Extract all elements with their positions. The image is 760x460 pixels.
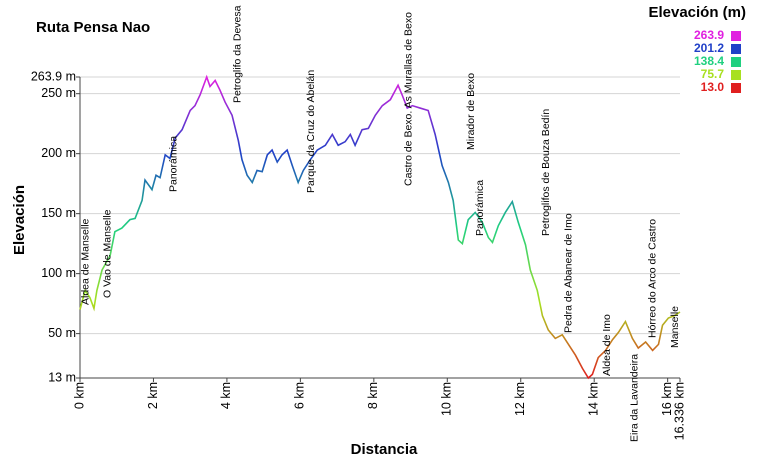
y-tick-label: 150 m xyxy=(41,206,76,220)
y-tick-label: 13 m xyxy=(48,370,76,384)
x-tick-label: 0 km xyxy=(72,382,86,409)
waypoint-label: Manselle xyxy=(669,306,681,348)
x-tick-label: 2 km xyxy=(146,382,160,409)
y-tick-label: 50 m xyxy=(48,326,76,340)
legend-label: 13.0 xyxy=(701,80,725,94)
chart-title: Ruta Pensa Nao xyxy=(36,19,150,36)
legend-swatch xyxy=(731,83,741,93)
legend-label: 138.4 xyxy=(694,54,724,68)
legend-label: 75.7 xyxy=(701,67,725,81)
x-tick-label: 16.336 km xyxy=(672,382,686,440)
waypoint-label: Aldea de Imo xyxy=(601,314,613,376)
y-tick-label: 250 m xyxy=(41,86,76,100)
legend-swatch xyxy=(731,44,741,54)
waypoint-label: Petroglifos de Bouza Bedín xyxy=(540,109,552,236)
waypoint-label: Panorámica xyxy=(167,136,179,192)
x-tick-label: 4 km xyxy=(219,382,233,409)
x-tick-label: 8 km xyxy=(366,382,380,409)
x-axis-title: Distancia xyxy=(351,441,418,458)
legend-label: 263.9 xyxy=(694,28,724,42)
legend-swatch xyxy=(731,57,741,67)
y-tick-label: 263.9 m xyxy=(31,69,76,83)
x-tick-label: 16 km xyxy=(660,382,674,416)
x-tick-label: 10 km xyxy=(440,382,454,416)
y-axis-title: Elevación xyxy=(11,185,28,255)
legend-swatch xyxy=(731,70,741,80)
waypoint-label: Panorámica xyxy=(474,180,486,236)
legend-label: 201.2 xyxy=(694,41,724,55)
legend-swatch xyxy=(731,31,741,41)
waypoint-label: Hórreo do Arco de Castro xyxy=(647,219,659,338)
y-tick-label: 100 m xyxy=(41,266,76,280)
x-tick-label: 6 km xyxy=(293,382,307,409)
waypoint-label: Eira da Lavandeira xyxy=(628,354,640,442)
waypoint-label: Castro de Bexo. As Murallas de Bexo xyxy=(403,12,415,186)
x-tick-label: 14 km xyxy=(586,382,600,416)
waypoint-label: Aldea de Manselle xyxy=(79,218,91,305)
x-tick-label: 12 km xyxy=(513,382,527,416)
waypoint-label: Petroglifo da Devesa xyxy=(232,5,244,103)
y-tick-label: 200 m xyxy=(41,146,76,160)
waypoint-label: Pedra de Abanear de Imo xyxy=(562,213,574,333)
elevation-line xyxy=(79,74,681,380)
waypoint-label: Parque da Cruz do Abelán xyxy=(305,70,317,193)
waypoint-label: Mirador de Bexo xyxy=(465,73,477,150)
legend-title: Elevación (m) xyxy=(648,4,746,21)
waypoint-label: O Vao de Manselle xyxy=(101,209,113,298)
